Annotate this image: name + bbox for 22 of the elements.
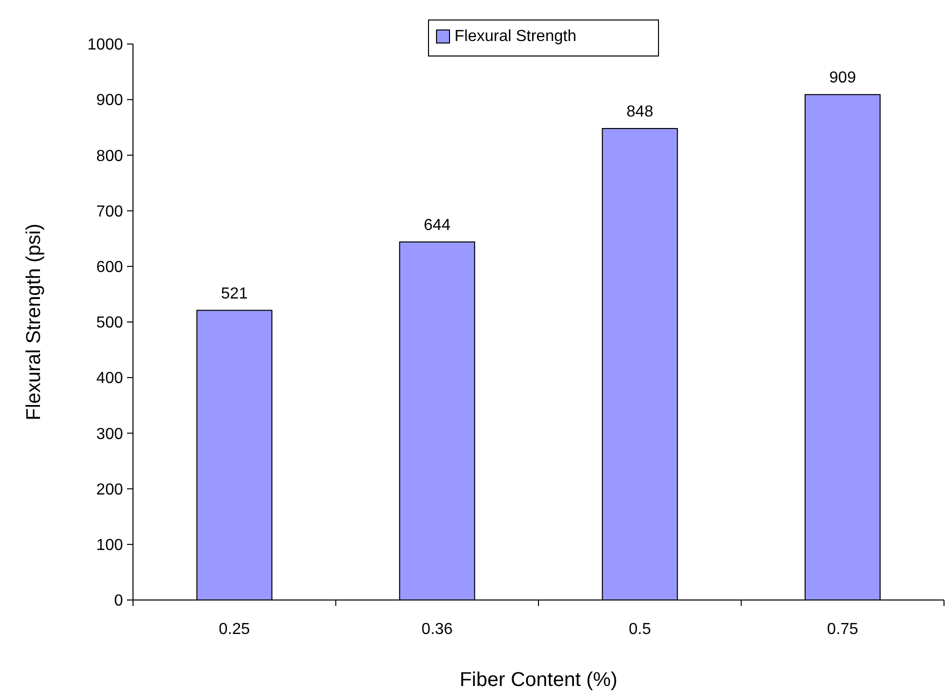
data-label: 909: [829, 70, 856, 87]
data-label: 848: [626, 104, 654, 121]
y-axis-title: Flexural Strength (psi): [23, 224, 45, 420]
data-label: 644: [424, 216, 451, 234]
y-tick-label: 500: [96, 314, 124, 332]
y-tick-label: 900: [96, 92, 124, 110]
y-tick-label: 700: [96, 203, 124, 220]
x-tick-label: 0.5: [628, 621, 652, 638]
y-tick-label: 400: [96, 370, 124, 388]
data-label: 521: [221, 285, 248, 302]
x-tick-label: 0.25: [218, 621, 250, 638]
y-tick-label: 1000: [87, 36, 124, 54]
y-tick-label: 100: [96, 537, 124, 554]
legend-label: Flexural Strength: [454, 28, 576, 45]
y-tick-label: 200: [96, 481, 124, 498]
x-tick-label: 0.75: [827, 621, 858, 638]
x-axis-title: Fiber Content (%): [460, 669, 618, 691]
y-tick-label: 600: [96, 259, 124, 276]
y-tick-label: 800: [96, 148, 124, 165]
y-tick-label: 300: [96, 426, 124, 443]
y-tick-label: 0: [114, 592, 124, 610]
x-tick-label: 0.36: [422, 621, 453, 638]
